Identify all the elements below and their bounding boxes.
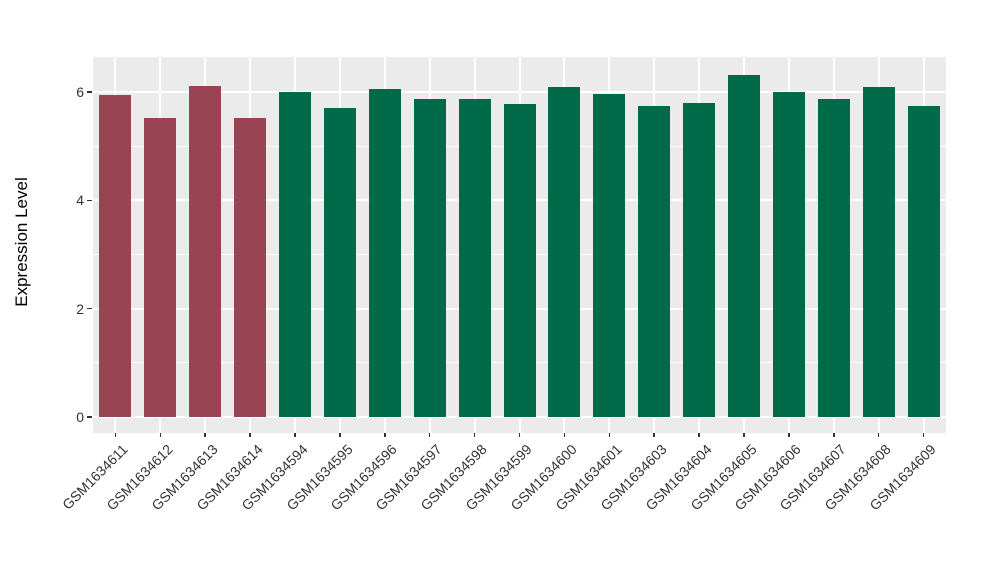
y-tick-label: 2 xyxy=(76,300,84,317)
y-tick-mark xyxy=(87,307,92,310)
x-tick-mark xyxy=(563,433,566,437)
y-tick-mark xyxy=(87,416,92,418)
bar-GSM1634595 xyxy=(323,108,356,417)
bar-GSM1634612 xyxy=(144,118,177,417)
bar-GSM1634596 xyxy=(368,89,401,417)
bar-GSM1634601 xyxy=(593,94,626,417)
bar-GSM1634613 xyxy=(189,85,222,417)
x-tick-mark xyxy=(833,433,835,437)
x-tick-mark xyxy=(428,433,431,437)
y-tick-label: 4 xyxy=(76,192,84,209)
x-tick-mark xyxy=(114,433,117,437)
bar-GSM1634599 xyxy=(503,104,536,417)
x-tick-mark xyxy=(473,433,476,437)
x-tick-mark xyxy=(788,433,790,437)
bar-GSM1634597 xyxy=(413,98,446,417)
bar-GSM1634603 xyxy=(638,105,671,417)
y-tick-mark xyxy=(87,91,92,93)
bar-GSM1634614 xyxy=(234,118,267,417)
x-tick-mark xyxy=(204,433,206,437)
bar-GSM1634606 xyxy=(772,92,805,417)
x-tick-mark xyxy=(518,433,521,437)
bar-GSM1634604 xyxy=(683,102,716,417)
x-tick-mark xyxy=(698,433,700,437)
x-tick-mark xyxy=(922,433,925,437)
x-tick-mark xyxy=(294,433,296,437)
bar-GSM1634605 xyxy=(727,74,760,417)
bar-GSM1634600 xyxy=(548,86,581,417)
bar-GSM1634607 xyxy=(817,98,850,417)
x-tick-mark xyxy=(159,433,162,437)
plot-panel xyxy=(93,57,946,433)
y-tick-label: 0 xyxy=(76,408,84,425)
x-tick-mark xyxy=(249,433,251,437)
bar-GSM1634611 xyxy=(99,94,132,417)
x-tick-mark xyxy=(877,433,880,437)
x-tick-mark xyxy=(339,433,341,437)
x-tick-mark xyxy=(608,433,611,437)
x-tick-mark xyxy=(384,433,386,437)
bar-GSM1634598 xyxy=(458,98,491,417)
bar-GSM1634609 xyxy=(907,105,940,417)
x-tick-mark xyxy=(653,433,655,437)
bar-GSM1634594 xyxy=(279,92,312,417)
y-tick-mark xyxy=(87,199,92,202)
y-axis-title-text: Expression Level xyxy=(12,177,31,307)
bar-GSM1634608 xyxy=(862,86,895,417)
y-tick-label: 6 xyxy=(76,84,84,101)
x-tick-mark xyxy=(743,433,745,437)
